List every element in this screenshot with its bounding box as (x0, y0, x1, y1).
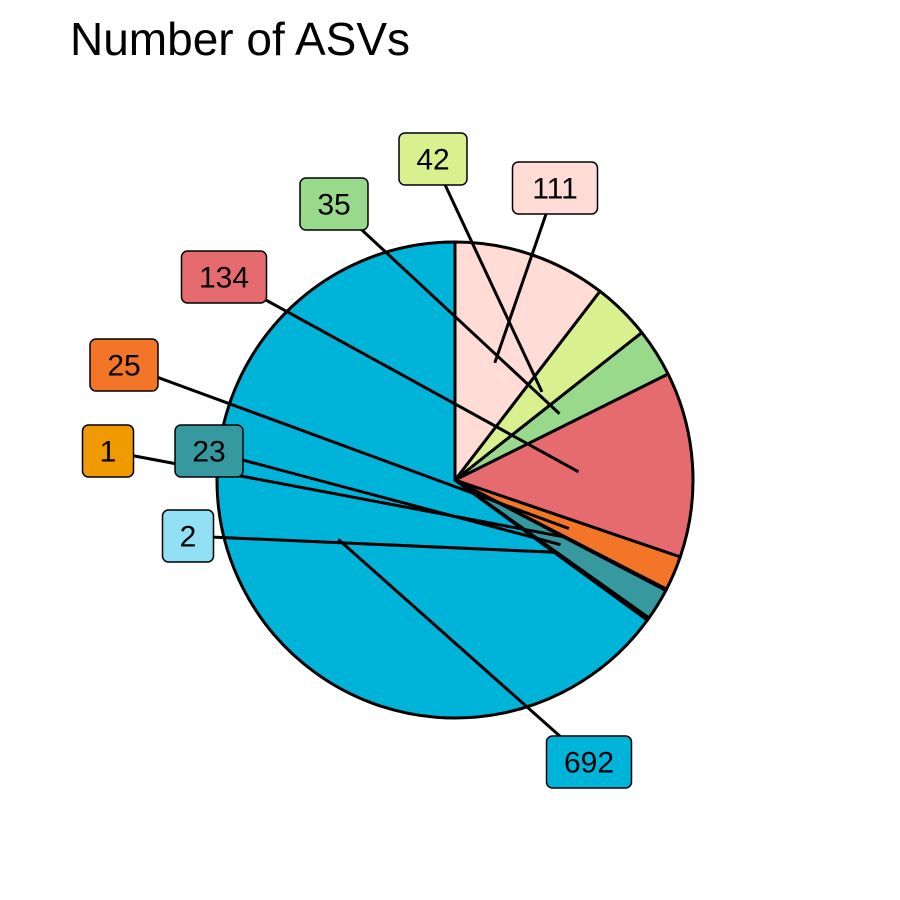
data-label-text: 35 (317, 189, 350, 222)
chart-title: Number of ASVs (70, 13, 411, 65)
data-label-box (511, 161, 599, 215)
pie-slices (215, 240, 695, 720)
data-label-text: 2 (180, 521, 197, 554)
data-label-text: 23 (192, 436, 225, 469)
data-label-text: 25 (107, 350, 140, 383)
data-label: 2 (161, 509, 215, 563)
data-label-text: 111 (532, 173, 578, 206)
data-label: 42 (398, 132, 468, 186)
data-label-text: 1 (100, 436, 117, 469)
data-label: 25 (89, 338, 159, 392)
data-label-text: 134 (199, 262, 249, 295)
data-label-box (299, 177, 369, 231)
leader-line (123, 363, 570, 530)
leader-line (187, 534, 556, 554)
leader-line (493, 187, 557, 364)
data-label: 23 (174, 424, 244, 478)
data-labels: 692 2 23 1 25 134 35 42 111 (81, 132, 633, 789)
data-label-text: 692 (564, 747, 614, 780)
data-label-box (161, 509, 215, 563)
data-label: 35 (299, 177, 369, 231)
label-leader-lines (107, 158, 590, 764)
leader-line (337, 538, 590, 764)
leader-line (332, 202, 561, 415)
leader-line (431, 158, 544, 393)
data-label: 1 (81, 424, 135, 478)
data-label-box (81, 424, 135, 478)
data-label-box (89, 338, 159, 392)
pie-slice (453, 372, 695, 559)
data-label-box (545, 735, 633, 789)
data-label-box (398, 132, 468, 186)
data-label-text: 42 (416, 144, 449, 177)
data-label-box (180, 250, 268, 304)
data-label: 134 (180, 250, 268, 304)
data-label: 111 (511, 161, 599, 215)
leader-line (223, 275, 580, 474)
leader-line (208, 449, 561, 547)
data-label: 692 (545, 735, 633, 789)
pie-slice (215, 240, 649, 720)
data-label-box (174, 424, 244, 478)
